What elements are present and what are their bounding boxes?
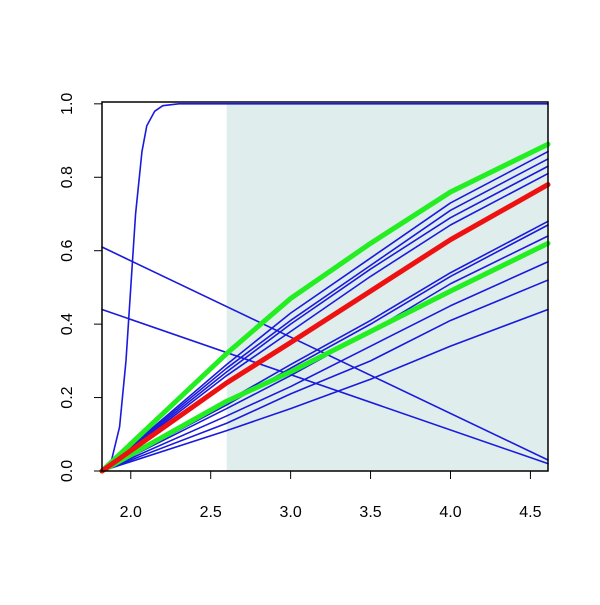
line — [101, 165, 549, 472]
line — [101, 172, 549, 472]
plot-frame — [101, 101, 549, 472]
line — [101, 308, 549, 465]
line — [99, 240, 551, 474]
x-tick-label: 3.5 — [359, 504, 381, 521]
y-tick-label: 0.6 — [59, 239, 76, 261]
line — [101, 103, 549, 472]
line — [101, 224, 549, 472]
line — [101, 308, 549, 472]
line — [101, 279, 549, 472]
x-tick-label: 4.0 — [439, 504, 461, 521]
y-tick-label: 0.0 — [59, 460, 76, 482]
x-tick-label: 3.0 — [280, 504, 302, 521]
y-tick-label: 0.8 — [59, 166, 76, 188]
y-tick-label: 0.2 — [59, 386, 76, 408]
y-tick-label: 1.0 — [59, 93, 76, 115]
y-tick-label: 0.4 — [59, 313, 76, 335]
line — [101, 260, 549, 472]
line — [99, 141, 551, 474]
x-tick-label: 2.5 — [200, 504, 222, 521]
line — [101, 150, 549, 472]
line — [99, 182, 551, 474]
shaded-region — [226, 103, 548, 472]
x-tick-label: 4.5 — [519, 504, 541, 521]
line — [101, 158, 549, 472]
x-tick-label: 2.0 — [120, 504, 142, 521]
